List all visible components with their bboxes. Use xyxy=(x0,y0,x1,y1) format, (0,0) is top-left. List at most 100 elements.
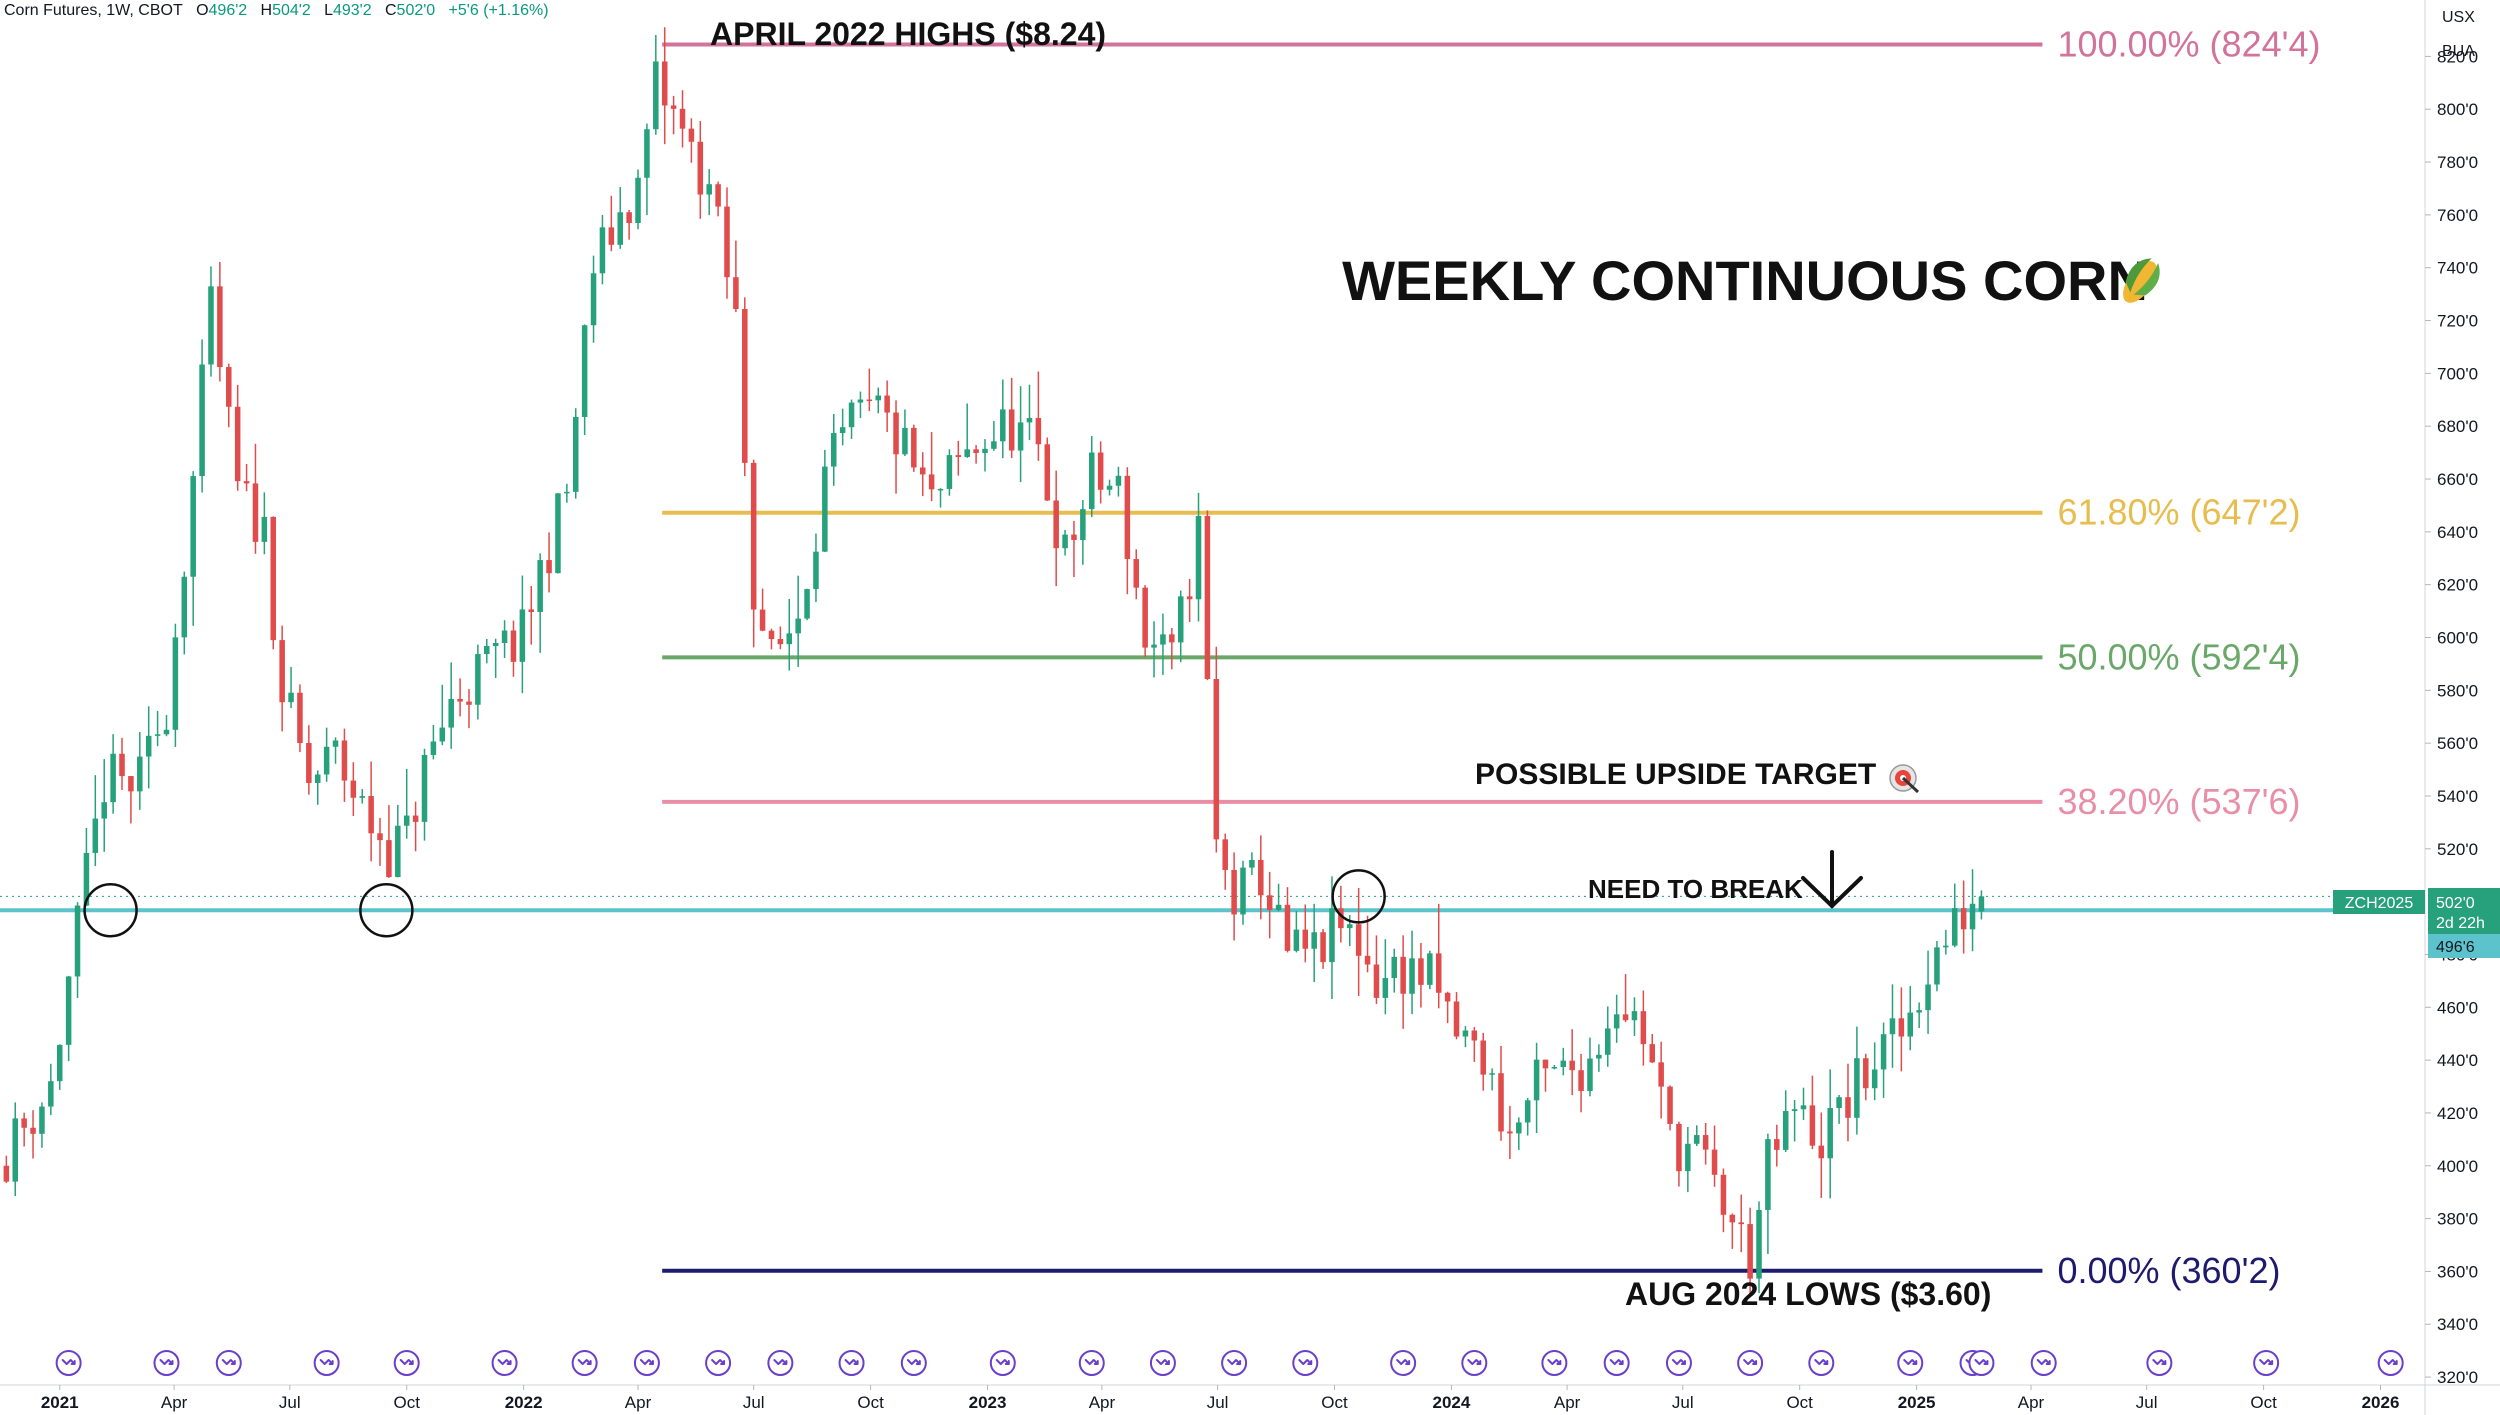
candle xyxy=(626,209,632,240)
y-tick-label: 440'0 xyxy=(2437,1051,2478,1070)
candle xyxy=(733,240,739,313)
candle-body xyxy=(964,449,970,457)
change-value: +5'6 (+1.16%) xyxy=(448,2,549,19)
candle-body xyxy=(759,609,766,631)
candle-body xyxy=(1880,1034,1887,1070)
candle-body xyxy=(1542,1059,1549,1069)
candle-body xyxy=(670,105,677,109)
candle-body xyxy=(243,481,250,484)
candle xyxy=(306,725,312,795)
candle xyxy=(475,644,481,720)
candle xyxy=(466,689,472,729)
candle-body xyxy=(1622,1014,1629,1021)
candle xyxy=(1898,987,1905,1072)
event-marker-arrow xyxy=(1814,1359,1829,1365)
candle xyxy=(3,1155,10,1184)
candle xyxy=(928,432,935,502)
candle xyxy=(706,169,712,216)
candle-body xyxy=(1649,1044,1656,1063)
event-marker-arrow xyxy=(1609,1359,1624,1365)
candle-body xyxy=(297,692,303,744)
aug-lows-label: AUG 2024 LOWS ($3.60) xyxy=(1625,1276,1991,1312)
candle-body xyxy=(768,630,775,640)
candle-body xyxy=(270,516,277,641)
low-label: L xyxy=(324,2,333,19)
candle xyxy=(1186,578,1193,623)
candle-body xyxy=(314,774,321,783)
candle-body xyxy=(395,825,401,878)
currency-label[interactable]: USX xyxy=(2442,9,2475,26)
candle xyxy=(172,623,179,747)
candle-body xyxy=(1605,1028,1611,1055)
candle xyxy=(1622,974,1629,1023)
event-marker-arrow xyxy=(2383,1359,2398,1365)
target-icon xyxy=(1889,764,1920,794)
candle-body xyxy=(1516,1122,1522,1134)
candle-body xyxy=(733,277,739,309)
candle xyxy=(1106,479,1113,496)
candle xyxy=(1213,646,1220,853)
candle xyxy=(955,440,962,476)
fib-label: 50.00% (592'4) xyxy=(2057,636,2300,677)
candle-body xyxy=(581,325,588,417)
candle-body xyxy=(1177,596,1184,643)
candle-body xyxy=(1266,895,1273,910)
countdown-tag-text: 2d 22h xyxy=(2436,915,2485,932)
event-markers[interactable] xyxy=(55,1350,2404,1376)
candles[interactable] xyxy=(3,27,1985,1294)
candle xyxy=(297,684,303,753)
event-marker-arrow xyxy=(399,1359,414,1365)
candle-body xyxy=(1925,984,1931,1011)
candle-body xyxy=(546,560,552,574)
candle xyxy=(484,638,490,664)
candle xyxy=(377,817,383,866)
candle xyxy=(1782,1090,1789,1153)
candle xyxy=(519,575,526,694)
candle xyxy=(1489,1068,1495,1091)
candle-body xyxy=(688,128,695,142)
candle-body xyxy=(448,698,454,728)
event-marker-icon xyxy=(1737,1350,1764,1376)
event-marker-icon xyxy=(989,1350,1016,1376)
y-tick-label: 640'0 xyxy=(2437,523,2478,542)
candle xyxy=(190,471,196,626)
candle xyxy=(92,775,99,867)
candle xyxy=(386,805,392,878)
candle xyxy=(110,734,116,814)
candle-body xyxy=(644,129,650,178)
candle xyxy=(1302,904,1309,963)
candle xyxy=(368,761,374,862)
symbol-name[interactable]: Corn Futures, 1W, CBOT xyxy=(4,2,183,19)
candle xyxy=(181,571,188,655)
y-tick-label: 740'0 xyxy=(2437,259,2478,278)
candle xyxy=(875,387,881,414)
close-value: 502'0 xyxy=(396,2,436,19)
x-tick-label: 2023 xyxy=(969,1393,1007,1412)
candle xyxy=(501,620,508,658)
event-marker-arrow xyxy=(1547,1359,1562,1365)
candle xyxy=(1702,1122,1709,1165)
candle xyxy=(448,662,454,749)
candle xyxy=(688,118,695,163)
x-tick-label: Jul xyxy=(1207,1393,1229,1412)
candle-body xyxy=(1738,1222,1744,1225)
candle-body xyxy=(822,466,828,552)
candle-body xyxy=(982,448,988,453)
event-marker-arrow xyxy=(497,1359,512,1365)
candle xyxy=(1017,386,1024,483)
candle-body xyxy=(261,516,268,542)
candle xyxy=(403,768,410,839)
candle-body xyxy=(163,729,170,735)
candle xyxy=(1053,470,1059,587)
event-marker-icon xyxy=(2030,1350,2057,1376)
candle xyxy=(1204,510,1211,681)
candle xyxy=(1062,529,1068,556)
candle xyxy=(697,120,704,219)
candle xyxy=(1240,860,1246,925)
candle-body xyxy=(884,395,890,413)
y-tick-label: 800'0 xyxy=(2437,100,2478,119)
event-marker-arrow xyxy=(1084,1359,1099,1365)
candle-body xyxy=(608,227,615,245)
candle xyxy=(1934,940,1940,992)
